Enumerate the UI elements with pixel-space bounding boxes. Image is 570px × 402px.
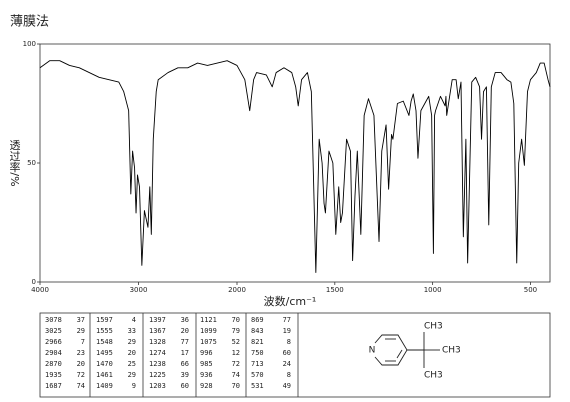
peak-transmittance: 8 <box>287 371 291 379</box>
peak-wavenumber: 1274 <box>149 349 166 357</box>
peak-transmittance: 20 <box>181 327 189 335</box>
peak-transmittance: 20 <box>77 360 85 368</box>
table-frame <box>39 312 551 398</box>
peak-transmittance: 74 <box>232 371 240 379</box>
peak-wavenumber: 1687 <box>45 382 62 390</box>
peak-transmittance: 77 <box>283 316 291 324</box>
peak-transmittance: 29 <box>77 327 85 335</box>
peak-wavenumber: 1495 <box>96 349 113 357</box>
y-tick-label: 100 <box>23 40 36 48</box>
peak-wavenumber: 1367 <box>149 327 166 335</box>
peak-transmittance: 25 <box>128 360 136 368</box>
peak-wavenumber: 1075 <box>200 338 217 346</box>
peak-transmittance: 29 <box>128 338 136 346</box>
peak-transmittance: 19 <box>283 327 291 335</box>
peak-wavenumber: 1121 <box>200 316 217 324</box>
peak-transmittance: 9 <box>132 382 136 390</box>
x-tick-label: 3000 <box>130 286 148 294</box>
y-tick-label: 50 <box>27 159 36 167</box>
peak-wavenumber: 1225 <box>149 371 166 379</box>
peak-wavenumber: 1203 <box>149 382 166 390</box>
y-axis-label: 透过率/% <box>8 139 21 186</box>
group-label: CH3 <box>424 322 443 332</box>
peak-wavenumber: 869 <box>251 316 264 324</box>
peak-wavenumber: 1548 <box>96 338 113 346</box>
peak-transmittance: 72 <box>232 360 240 368</box>
peak-transmittance: 72 <box>77 371 85 379</box>
peak-transmittance: 37 <box>77 316 85 324</box>
peak-transmittance: 39 <box>181 371 189 379</box>
peak-wavenumber: 1461 <box>96 371 113 379</box>
peak-wavenumber: 928 <box>200 382 213 390</box>
peak-transmittance: 20 <box>128 349 136 357</box>
peak-wavenumber: 3078 <box>45 316 62 324</box>
peak-wavenumber: 1935 <box>45 371 62 379</box>
peak-wavenumber: 2870 <box>45 360 62 368</box>
group-label: CH3 <box>424 371 443 381</box>
y-tick-label: 0 <box>32 278 36 286</box>
x-axis-label: 波数/cm⁻¹ <box>264 295 317 308</box>
atom-label: N <box>369 346 376 356</box>
group-label: CH3 <box>442 346 461 356</box>
peak-transmittance: 74 <box>77 382 85 390</box>
peak-wavenumber: 1597 <box>96 316 113 324</box>
peak-transmittance: 52 <box>232 338 240 346</box>
peak-transmittance: 49 <box>283 382 291 390</box>
peak-transmittance: 7 <box>81 338 85 346</box>
peak-wavenumber: 531 <box>251 382 264 390</box>
peak-wavenumber: 843 <box>251 327 264 335</box>
peak-transmittance: 36 <box>181 316 189 324</box>
spectrum-line <box>39 60 551 273</box>
peak-transmittance: 29 <box>128 371 136 379</box>
peak-wavenumber: 750 <box>251 349 264 357</box>
peak-wavenumber: 1409 <box>96 382 113 390</box>
peak-wavenumber: 3025 <box>45 327 62 335</box>
x-tick-label: 4000 <box>31 286 49 294</box>
peak-wavenumber: 1470 <box>96 360 113 368</box>
peak-wavenumber: 713 <box>251 360 264 368</box>
table-dividers <box>89 313 299 397</box>
x-tick-label: 1500 <box>326 286 344 294</box>
chart-title: 薄膜法 <box>10 15 49 30</box>
peak-wavenumber: 1328 <box>149 338 166 346</box>
peak-wavenumber: 2904 <box>45 349 62 357</box>
peak-transmittance: 8 <box>287 338 291 346</box>
peak-transmittance: 17 <box>181 349 189 357</box>
peak-transmittance: 24 <box>283 360 291 368</box>
peak-transmittance: 12 <box>232 349 240 357</box>
peak-transmittance: 70 <box>232 382 240 390</box>
peak-transmittance: 60 <box>283 349 291 357</box>
peak-transmittance: 33 <box>128 327 136 335</box>
peak-wavenumber: 821 <box>251 338 264 346</box>
peak-wavenumber: 1099 <box>200 327 217 335</box>
peak-transmittance: 60 <box>181 382 189 390</box>
peak-wavenumber: 985 <box>200 360 213 368</box>
peak-wavenumber: 1555 <box>96 327 113 335</box>
peak-wavenumber: 936 <box>200 371 213 379</box>
x-tick-label: 1000 <box>424 286 442 294</box>
peak-wavenumber: 996 <box>200 349 213 357</box>
peak-transmittance: 70 <box>232 316 240 324</box>
peak-wavenumber: 1397 <box>149 316 166 324</box>
peak-wavenumber: 570 <box>251 371 264 379</box>
peak-wavenumber: 2966 <box>45 338 62 346</box>
structure-bonds <box>374 332 440 368</box>
x-tick-label: 2000 <box>228 286 246 294</box>
peak-transmittance: 23 <box>77 349 85 357</box>
peak-transmittance: 66 <box>181 360 189 368</box>
peak-transmittance: 77 <box>181 338 189 346</box>
peak-wavenumber: 1238 <box>149 360 166 368</box>
x-tick-label: 500 <box>524 286 537 294</box>
peak-transmittance: 4 <box>132 316 136 324</box>
peak-transmittance: 79 <box>232 327 240 335</box>
